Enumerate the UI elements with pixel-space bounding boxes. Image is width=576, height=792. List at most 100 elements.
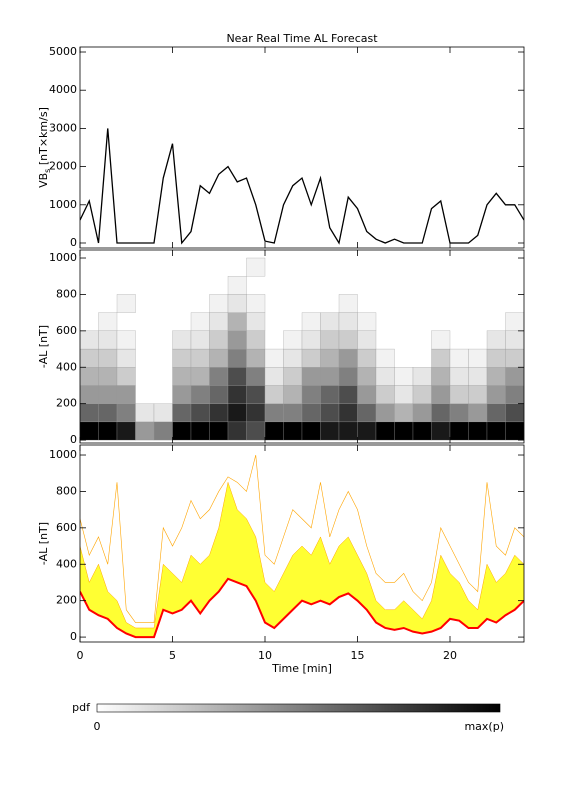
y-tick-label: 5000 xyxy=(49,45,77,58)
heat-cell xyxy=(412,421,432,441)
y-tick-label: 3000 xyxy=(49,121,77,134)
heat-cell xyxy=(80,367,99,386)
heat-cell xyxy=(227,330,247,350)
heat-cell xyxy=(301,421,321,441)
heat-cell xyxy=(190,330,210,350)
heat-cell xyxy=(486,385,506,404)
heat-cell xyxy=(227,276,247,295)
y-axis-label-main: VB xyxy=(37,173,50,188)
heat-cell xyxy=(227,403,247,423)
heat-cell xyxy=(172,403,192,423)
heat-cell xyxy=(209,385,229,404)
chart-title: Near Real Time AL Forecast xyxy=(226,32,378,45)
heat-cell xyxy=(80,421,99,441)
heat-cell xyxy=(98,367,118,386)
y-tick-label: 600 xyxy=(56,324,77,337)
heat-cell xyxy=(375,385,395,404)
heat-cell xyxy=(246,421,266,441)
heat-cell xyxy=(338,294,358,313)
heat-cell xyxy=(357,403,377,423)
heat-cell xyxy=(209,367,229,386)
panel: 0 200 400 600 800 1000 -AL [nT] xyxy=(37,249,525,446)
heat-cell xyxy=(301,348,321,368)
colorbar-label: pdf xyxy=(72,701,91,714)
y-tick-label: 1000 xyxy=(49,251,77,264)
heat-cell xyxy=(246,385,266,404)
heat-cell xyxy=(153,421,173,441)
heat-cell xyxy=(153,403,173,423)
heat-cell xyxy=(98,385,118,404)
heat-cell xyxy=(375,367,395,386)
heat-cell xyxy=(227,421,247,441)
heat-cell xyxy=(320,312,340,331)
heat-cell xyxy=(301,330,321,350)
y-tick-label: 0 xyxy=(70,236,77,249)
heat-cell xyxy=(246,294,266,313)
heat-cell xyxy=(264,403,284,423)
heat-cell xyxy=(486,421,506,441)
line xyxy=(80,128,524,245)
y-tick-label: 4000 xyxy=(49,83,77,96)
heat-cell xyxy=(431,385,451,404)
heat-cell xyxy=(357,348,377,368)
y-tick-label: 0 xyxy=(70,433,77,446)
frame xyxy=(79,249,525,444)
heat-cell xyxy=(227,348,247,368)
heat-cell xyxy=(283,403,303,423)
line xyxy=(80,577,524,639)
y-tick-label: 800 xyxy=(56,484,77,497)
heat-cell xyxy=(486,330,506,350)
heat-cell xyxy=(80,385,99,404)
y-axis-label-unit: [nT×km/s] xyxy=(37,107,50,169)
heat-cell xyxy=(227,294,247,313)
x-axis-label: Time [min] xyxy=(271,662,332,675)
heat-cell xyxy=(486,348,506,368)
heat-cell xyxy=(320,330,340,350)
heat-cell xyxy=(320,403,340,423)
heat-cell xyxy=(449,403,469,423)
heat-cell xyxy=(227,385,247,404)
heat-cell xyxy=(98,421,118,441)
heat-cell xyxy=(246,312,266,331)
heat-cell xyxy=(505,312,524,331)
heat-cell xyxy=(394,367,414,386)
heat-cell xyxy=(116,330,136,350)
x-tick-label: 0 xyxy=(77,649,84,662)
heat-cell xyxy=(505,421,524,441)
heat-cell xyxy=(116,367,136,386)
heat-cell xyxy=(338,348,358,368)
heat-cell xyxy=(246,403,266,423)
heat-cell xyxy=(301,403,321,423)
colorbar-min: 0 xyxy=(94,720,101,733)
heat-cell xyxy=(190,367,210,386)
heat-cell xyxy=(412,403,432,423)
plot-area xyxy=(80,454,524,639)
heat-cell xyxy=(172,385,192,404)
heat-cell xyxy=(412,385,432,404)
heat-cell xyxy=(449,348,469,368)
heat-cell xyxy=(468,421,488,441)
y-axis-label-sub: s xyxy=(43,169,52,173)
heat-cell xyxy=(505,403,524,423)
heat-cell xyxy=(301,367,321,386)
heat-cell xyxy=(449,367,469,386)
band xyxy=(80,481,524,638)
heat-cell xyxy=(431,367,451,386)
heat-cell xyxy=(283,367,303,386)
plot-area xyxy=(80,128,524,245)
heat-cell xyxy=(116,385,136,404)
x-tick-label: 20 xyxy=(443,649,457,662)
heat-cell xyxy=(357,312,377,331)
y-tick-label: 200 xyxy=(56,594,77,607)
heat-cell xyxy=(338,312,358,331)
heat-cell xyxy=(375,403,395,423)
heat-cell xyxy=(468,403,488,423)
y-tick-label: 1000 xyxy=(49,448,77,461)
heat-cell xyxy=(190,385,210,404)
y-axis-label: -AL [nT] xyxy=(37,522,50,565)
heat-cell xyxy=(283,330,303,350)
heat-cell xyxy=(338,403,358,423)
heat-cell xyxy=(357,421,377,441)
heat-cell xyxy=(431,421,451,441)
heat-cell xyxy=(264,348,284,368)
